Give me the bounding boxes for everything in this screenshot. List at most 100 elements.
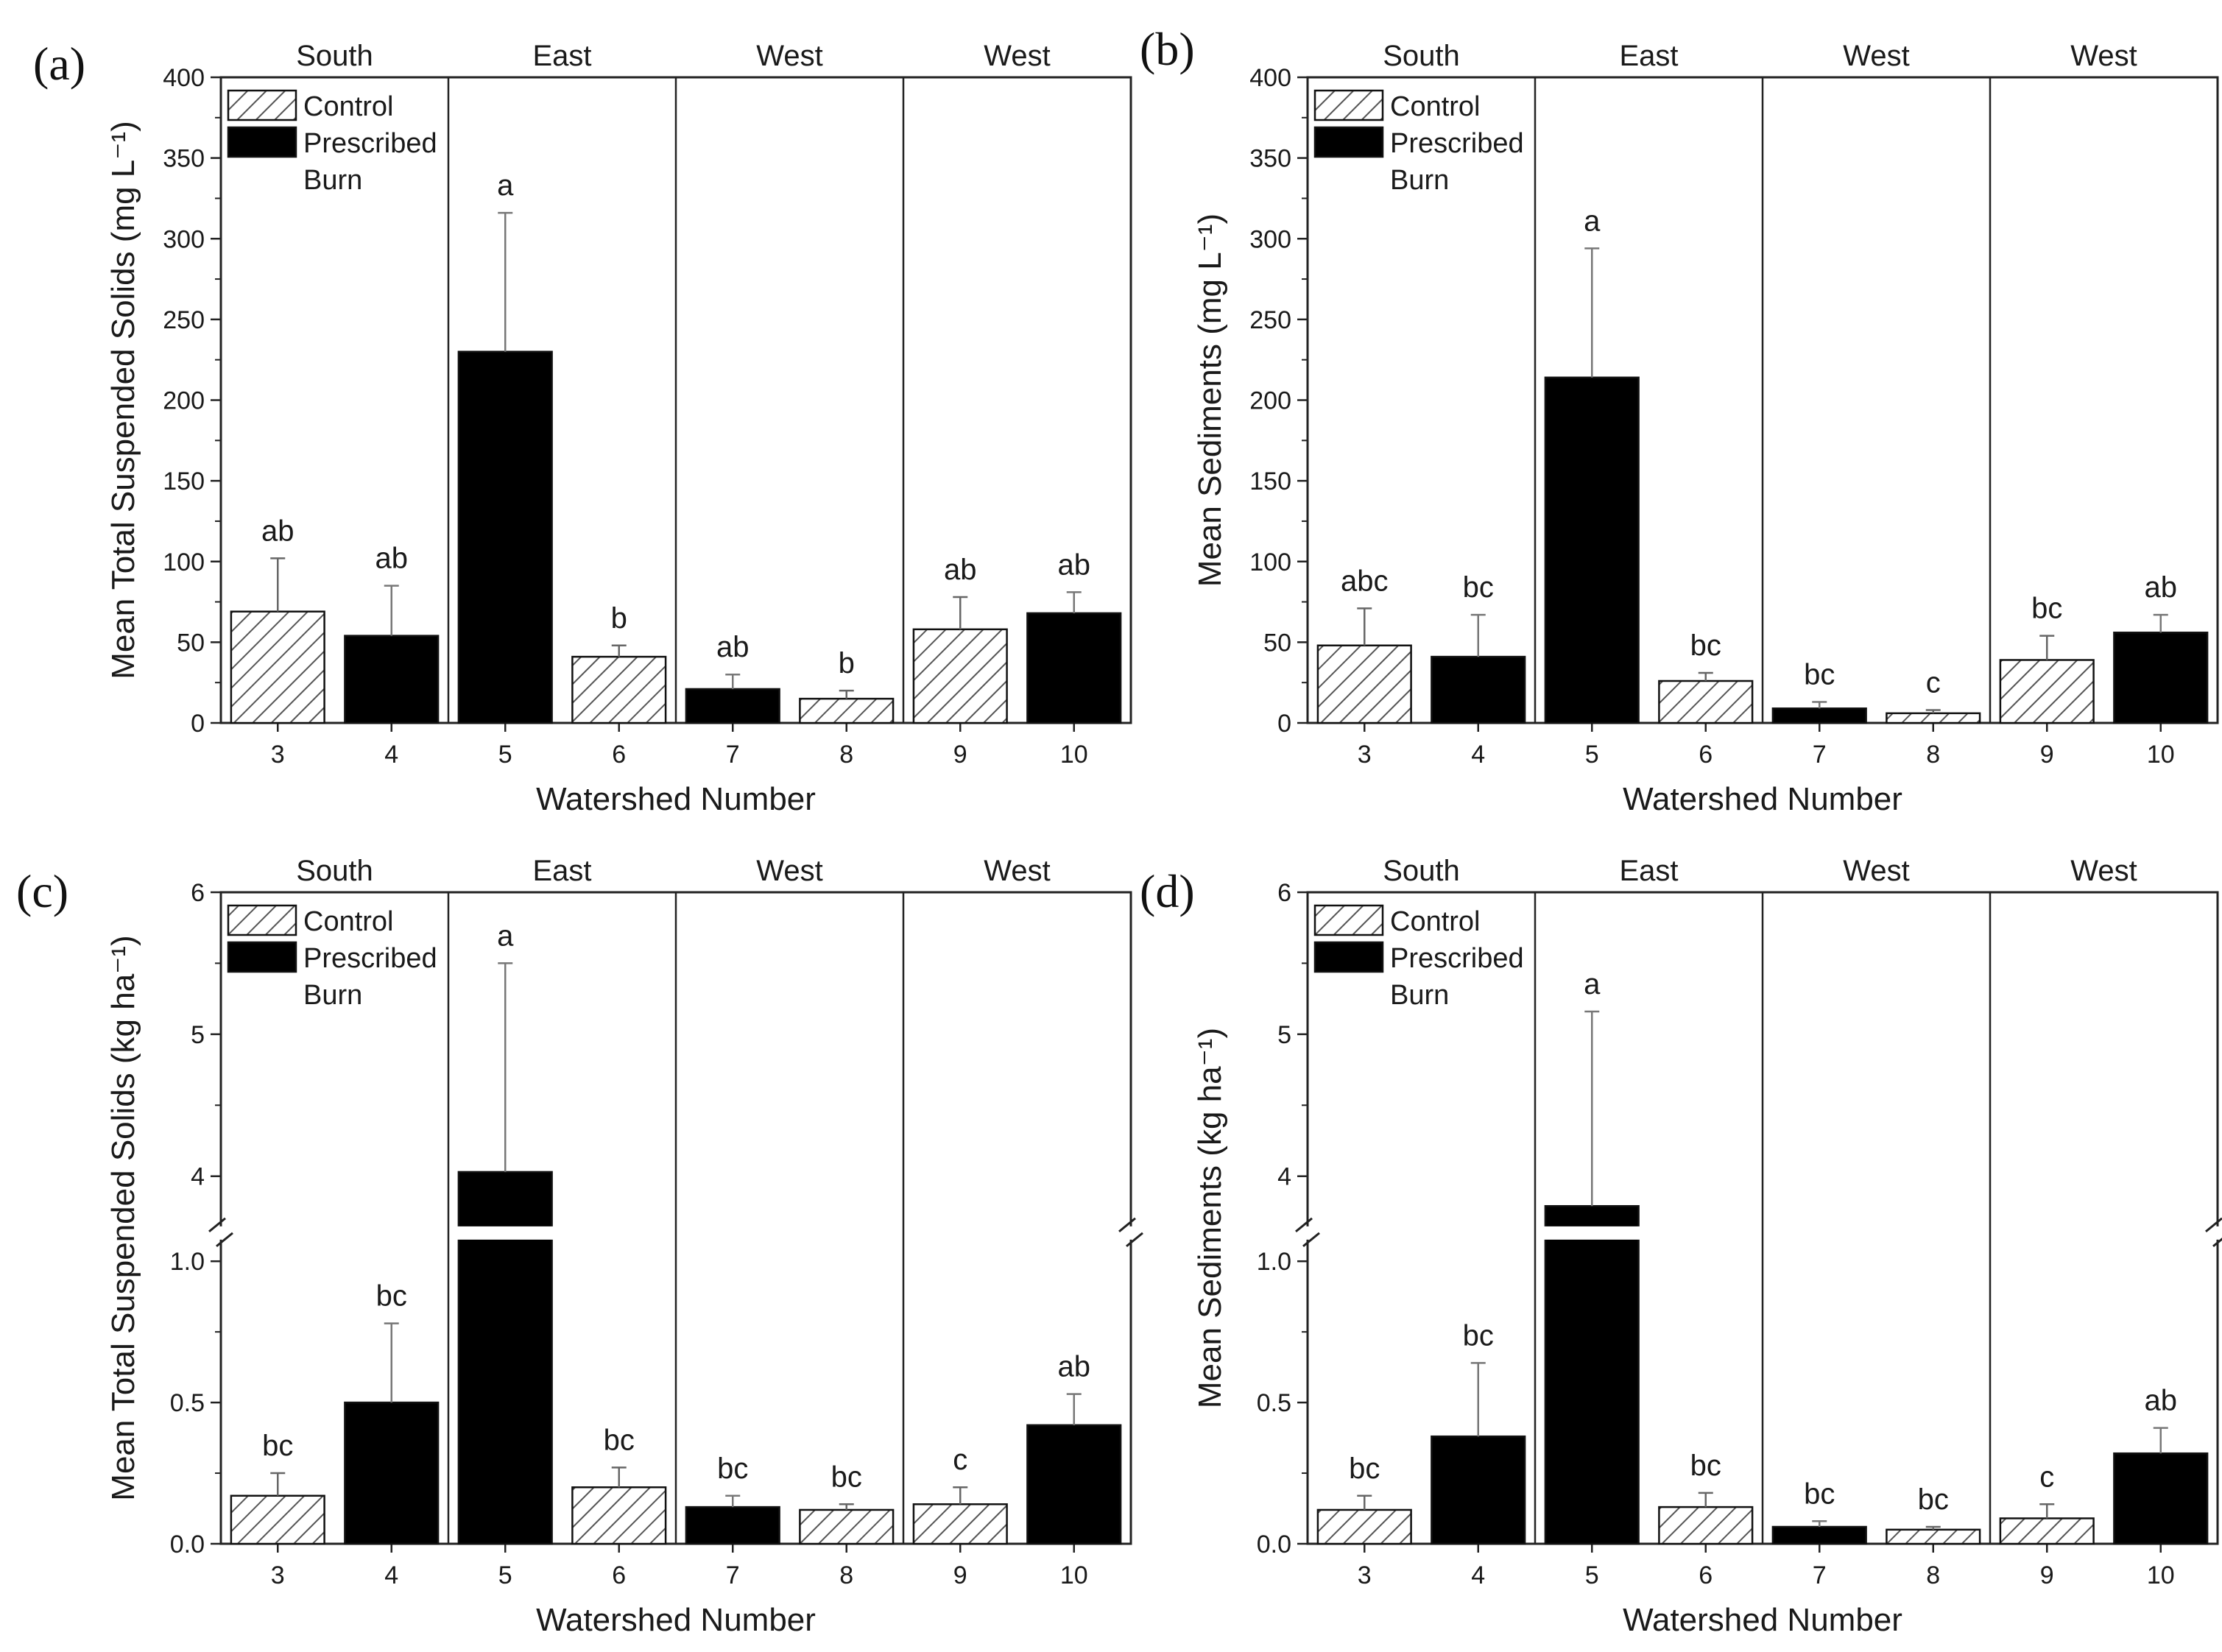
panel-letter: (c) xyxy=(16,865,68,917)
bar-watershed-5 xyxy=(1544,376,1640,724)
axis-break-gap xyxy=(1542,1226,1641,1240)
x-tick-label: 8 xyxy=(1926,741,1940,769)
significance-label: c xyxy=(953,1444,967,1476)
bar-watershed-7 xyxy=(685,688,780,724)
y-axis-title: Mean Total Suspended Solids (mg L⁻¹) xyxy=(105,121,141,679)
x-tick-label: 9 xyxy=(953,741,967,769)
y-axis-title: Mean Total Suspended Solids (kg ha⁻¹) xyxy=(105,935,141,1500)
significance-label: bc xyxy=(1804,1478,1835,1510)
y-axis-title: Mean Sediments (kg ha⁻¹) xyxy=(1192,1028,1228,1408)
axis-break-slash xyxy=(208,1217,226,1233)
panel-letter: (a) xyxy=(33,38,85,90)
x-tick-label: 6 xyxy=(612,741,626,769)
axis-break-slash xyxy=(1295,1217,1313,1233)
y-tick-label: 1.0 xyxy=(170,1248,205,1276)
x-tick-label: 10 xyxy=(1060,1561,1088,1589)
significance-label: ab xyxy=(716,631,750,663)
chart-panel-1: South East West West 0 50 100 150 200 250 300 350 40… xyxy=(33,38,1132,817)
chart-panel-2: South East West West 0 50 100 150 200 250 300 350 40… xyxy=(1140,23,2219,817)
bar-watershed-3 xyxy=(1316,1508,1412,1545)
y-tick-label: 0.0 xyxy=(170,1531,205,1559)
significance-label: bc xyxy=(376,1280,407,1313)
significance-label: bc xyxy=(1463,1319,1494,1352)
region-label: South xyxy=(1383,855,1460,887)
legend-swatch-control xyxy=(227,904,297,936)
y-tick-label: 400 xyxy=(1249,64,1291,92)
x-tick-label: 4 xyxy=(1471,741,1485,769)
legend-label-burn-line2: Burn xyxy=(303,980,362,1011)
x-tick-label: 6 xyxy=(1699,741,1713,769)
region-label: East xyxy=(532,855,591,887)
legend-label-burn: Prescribed xyxy=(1390,128,1524,159)
significance-label: c xyxy=(2039,1461,2054,1493)
x-tick-label: 6 xyxy=(612,1561,626,1589)
bar-watershed-7 xyxy=(1771,1525,1867,1545)
x-tick-label: 8 xyxy=(1926,1561,1940,1589)
region-label: South xyxy=(296,40,373,72)
significance-label: a xyxy=(497,919,514,952)
significance-label: ab xyxy=(1058,1351,1091,1383)
significance-label: bc xyxy=(1918,1483,1949,1516)
y-tick-label: 6 xyxy=(1277,879,1291,907)
x-tick-label: 10 xyxy=(2147,741,2175,769)
y-tick-label: 200 xyxy=(163,387,205,415)
axis-break-mask xyxy=(2206,1226,2222,1240)
legend-swatch-control xyxy=(1313,904,1384,936)
x-tick-label: 8 xyxy=(839,1561,853,1589)
y-tick-label: 350 xyxy=(1249,145,1291,173)
x-tick-label: 5 xyxy=(1585,741,1599,769)
axis-break-slash xyxy=(1302,1232,1320,1248)
axis-break-mask xyxy=(1296,1226,1319,1240)
significance-label: b xyxy=(611,602,627,635)
bar-watershed-4 xyxy=(1431,655,1526,724)
bar-watershed-7 xyxy=(685,1505,780,1545)
significance-label: bc xyxy=(1690,629,1721,662)
y-tick-label: 4 xyxy=(191,1163,205,1191)
y-tick-label: 350 xyxy=(163,145,205,173)
x-tick-label: 4 xyxy=(384,741,398,769)
y-tick-label: 50 xyxy=(1263,629,1291,657)
y-tick-label: 0 xyxy=(191,710,205,738)
x-tick-label: 9 xyxy=(2040,741,2054,769)
axis-break-gap xyxy=(456,1226,554,1240)
legend-label-burn: Prescribed xyxy=(1390,943,1524,974)
region-label: West xyxy=(984,855,1050,887)
y-tick-label: 250 xyxy=(163,306,205,334)
region-label: West xyxy=(2070,40,2137,72)
legend-label-burn-line2: Burn xyxy=(1390,165,1449,196)
region-label: West xyxy=(1843,855,1909,887)
bar-watershed-8 xyxy=(1886,712,1981,724)
x-tick-label: 10 xyxy=(1060,741,1088,769)
bar-watershed-4 xyxy=(344,635,440,724)
x-tick-label: 3 xyxy=(271,741,285,769)
y-tick-label: 6 xyxy=(191,879,205,907)
panel-letter: (b) xyxy=(1140,23,1195,75)
y-tick-label: 100 xyxy=(1249,548,1291,576)
y-tick-label: 200 xyxy=(1249,387,1291,415)
legend-label-burn-line2: Burn xyxy=(303,165,362,196)
x-tick-label: 3 xyxy=(1358,741,1372,769)
region-label: East xyxy=(1619,855,1678,887)
bar-watershed-3 xyxy=(1316,644,1412,724)
bar-watershed-6 xyxy=(1658,679,1754,724)
x-tick-label: 4 xyxy=(384,1561,398,1589)
x-tick-label: 3 xyxy=(1358,1561,1372,1589)
bar-watershed-4 xyxy=(344,1401,440,1545)
significance-label: bc xyxy=(604,1424,635,1456)
legend-swatch-burn xyxy=(1313,941,1384,973)
y-tick-label: 5 xyxy=(1277,1021,1291,1049)
bar-watershed-3 xyxy=(230,1494,325,1545)
legend-swatch-control xyxy=(227,89,297,121)
bar-watershed-10 xyxy=(1026,612,1122,724)
significance-label: bc xyxy=(262,1430,293,1462)
significance-label: ab xyxy=(2145,1385,2178,1417)
region-label: West xyxy=(984,40,1050,72)
x-tick-label: 8 xyxy=(839,741,853,769)
axis-break-mask xyxy=(1119,1226,1143,1240)
significance-label: bc xyxy=(831,1461,862,1493)
significance-label: c xyxy=(1926,666,1941,699)
x-tick-label: 7 xyxy=(1813,1561,1827,1589)
axis-break-mask xyxy=(209,1226,233,1240)
x-axis-title: Watershed Number xyxy=(536,781,816,817)
bar-watershed-7 xyxy=(1771,707,1867,724)
